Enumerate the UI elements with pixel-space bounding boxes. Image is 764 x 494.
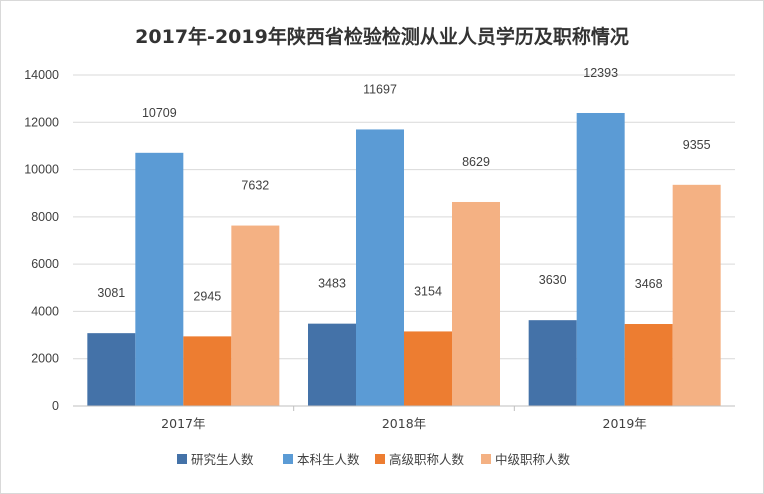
- bar: [672, 184, 721, 406]
- data-label: 3630: [539, 273, 567, 287]
- x-tick-label: 2017年: [161, 416, 205, 431]
- data-label: 9355: [683, 138, 711, 152]
- y-axis: 0 2000 4000 6000 8000 10000 12000 14000: [24, 68, 59, 413]
- bar: [576, 112, 625, 406]
- y-tick-label: 12000: [24, 115, 59, 129]
- chart-title: 2017年-2019年陕西省检验检测从业人员学历及职称情况: [135, 25, 629, 48]
- data-label: 10709: [142, 106, 177, 120]
- y-tick-label: 4000: [31, 304, 59, 318]
- legend: 研究生人数 本科生人数 高级职称人数 中级职称人数: [177, 452, 571, 467]
- legend-swatch: [481, 454, 491, 464]
- data-label: 3154: [414, 284, 442, 298]
- y-tick-label: 10000: [24, 163, 59, 177]
- bar: [87, 333, 136, 406]
- legend-swatch: [177, 454, 187, 464]
- y-tick-label: 8000: [31, 210, 59, 224]
- bar: [452, 201, 500, 406]
- data-label: 3483: [318, 277, 346, 291]
- data-label: 8629: [462, 155, 490, 169]
- bar: [404, 331, 452, 406]
- y-tick-label: 14000: [24, 68, 59, 82]
- legend-label: 中级职称人数: [495, 452, 571, 467]
- bar: [231, 225, 280, 406]
- data-label: 3468: [635, 277, 663, 291]
- bar: [356, 129, 404, 406]
- legend-swatch: [283, 454, 293, 464]
- data-label: 3081: [97, 286, 125, 300]
- legend-label: 本科生人数: [297, 452, 360, 467]
- data-label: 12393: [583, 66, 618, 80]
- x-tick-label: 2019年: [603, 416, 647, 431]
- bar: [528, 320, 577, 406]
- data-label: 11697: [363, 82, 397, 96]
- legend-label: 研究生人数: [191, 452, 254, 467]
- data-labels: 3081 10709 2945 7632 3483 11697 3154 8629 3630 12…: [97, 66, 710, 303]
- bars: [87, 112, 721, 406]
- legend-label: 高级职称人数: [389, 452, 465, 467]
- bar: [135, 152, 184, 406]
- bar: [624, 324, 673, 406]
- bar: [308, 323, 356, 406]
- y-tick-label: 0: [52, 399, 59, 413]
- y-tick-label: 2000: [31, 352, 59, 366]
- x-tick-label: 2018年: [382, 416, 426, 431]
- y-tick-label: 6000: [31, 257, 59, 271]
- data-label: 7632: [241, 179, 269, 193]
- data-label: 2945: [193, 289, 221, 303]
- x-axis: 2017年 2018年 2019年: [73, 405, 735, 431]
- bar: [183, 336, 232, 406]
- legend-swatch: [375, 454, 385, 464]
